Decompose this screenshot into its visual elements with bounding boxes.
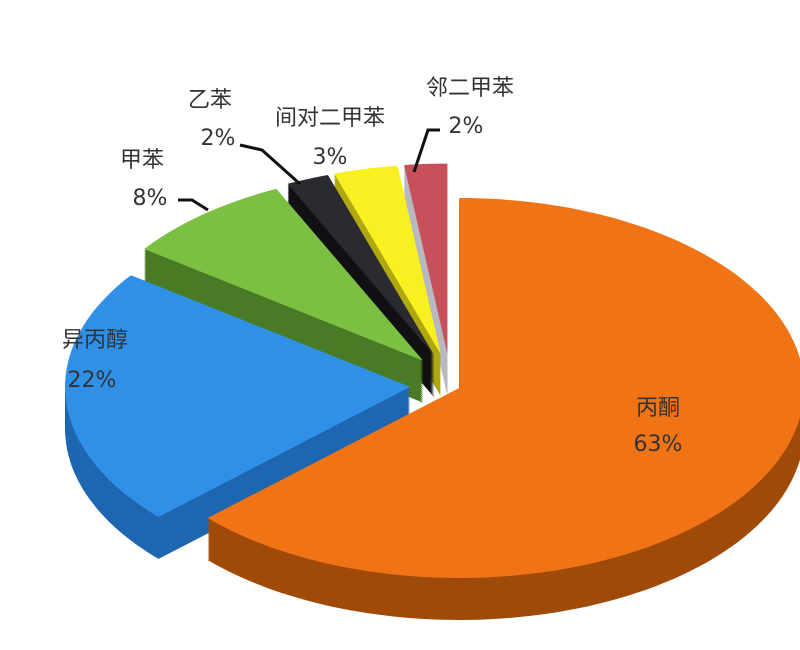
slice-label-ethylbenzene: 乙苯 — [187, 88, 233, 113]
slice-value-ethylbenzene: 2% — [200, 126, 236, 151]
pie-slice-top — [404, 163, 448, 354]
slice-value-mp-xylene: 3% — [312, 145, 348, 170]
slice-label-mp-xylene: 间对二甲苯 — [274, 106, 386, 131]
pie-slice-1 — [65, 275, 411, 559]
slice-value-toluene: 8% — [132, 186, 168, 211]
pie-slice-top — [65, 275, 411, 517]
slice-label-isopropanol: 异丙醇 — [61, 328, 129, 353]
pie-slice-0 — [207, 198, 800, 620]
pie-slice-top — [144, 188, 424, 361]
slice-value-acetone: 63% — [633, 432, 683, 457]
slice-value-isopropanol: 22% — [67, 368, 117, 393]
pie-slice-top — [334, 165, 441, 355]
slice-label-toluene: 甲苯 — [119, 148, 165, 173]
pie-slice-top — [287, 175, 435, 356]
pie-slice-top — [207, 198, 800, 578]
slice-label-o-xylene: 邻二甲苯 — [425, 76, 515, 101]
pie-slice-2 — [144, 188, 424, 403]
slice-label-acetone: 丙酮 — [635, 396, 681, 421]
slice-value-o-xylene: 2% — [448, 114, 484, 139]
